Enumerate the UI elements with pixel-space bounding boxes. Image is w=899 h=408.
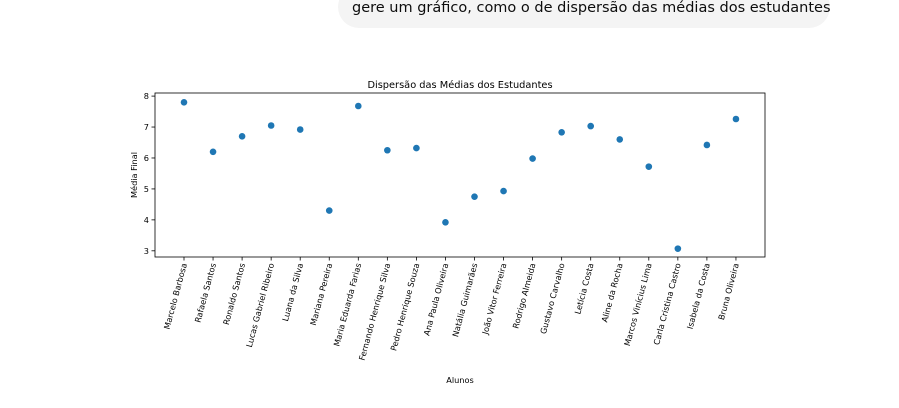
x-tick-label: Rafaela Santos (192, 262, 218, 324)
x-tick-label: Ana Paula Oliveira (421, 262, 450, 337)
data-point (442, 219, 449, 226)
x-tick-label: Luana da Silva (280, 262, 305, 322)
y-tick-label: 8 (144, 91, 149, 101)
y-tick-label: 7 (144, 122, 149, 132)
x-axis-label: Alunos (446, 375, 474, 385)
data-point (558, 128, 565, 136)
x-tick-label: Carla Cristina Castro (651, 262, 682, 346)
data-point (732, 115, 740, 123)
data-point (500, 187, 507, 195)
y-tick-label: 3 (144, 246, 149, 256)
data-point (384, 146, 391, 154)
data-point (674, 245, 682, 252)
x-tick-label: Marcelo Barbosa (162, 262, 189, 330)
data-point (413, 144, 420, 152)
x-tick-label: Maria Eduarda Farias (331, 262, 363, 348)
user-message-text: gere um gráfico, como o de dispersão das… (352, 0, 831, 16)
y-tick-label: 5 (144, 184, 149, 194)
data-point (325, 207, 333, 214)
x-axis: Marcelo Barbosa Rafaela Santos Ronaldo San… (162, 257, 741, 361)
x-tick-label: Bruna Oliveira (716, 262, 741, 321)
data-point (529, 155, 536, 162)
data-point (180, 98, 188, 106)
y-axis: 3 4 5 6 7 8 (144, 91, 155, 256)
x-tick-label: Gustavo Carvalho (538, 262, 567, 335)
x-tick-label: Fernando Henrique Silva (357, 262, 393, 362)
y-tick-label: 4 (144, 215, 149, 225)
data-point (703, 141, 711, 149)
plot-frame (154, 92, 766, 258)
data-point (471, 193, 478, 200)
x-tick-label: Lucas Gabriel Ribeiro (244, 262, 276, 348)
user-message-bubble: gere um gráfico, como o de dispersão das… (338, 0, 831, 28)
data-point (587, 122, 594, 130)
data-point (209, 148, 217, 156)
x-tick-label: João Vitor Ferreira (480, 262, 509, 336)
x-tick-label: Marcos Vinícius Lima (622, 262, 654, 347)
x-tick-label: Aline da Rocha (599, 262, 624, 323)
data-points (180, 98, 740, 252)
x-tick-label: Pedro Henrique Souza (388, 262, 421, 352)
x-tick-label: Ronaldo Santos (221, 262, 247, 326)
x-tick-label: Isabela da Costa (685, 262, 712, 330)
chart-title: Dispersão das Médias dos Estudantes (367, 79, 552, 91)
data-point (267, 122, 275, 129)
data-point (616, 136, 624, 143)
x-tick-label: Letícia Costa (572, 262, 595, 315)
x-tick-label: Rodrigo Almeida (510, 262, 537, 330)
data-point (355, 102, 362, 110)
y-tick-label: 6 (144, 153, 149, 163)
data-point (645, 163, 653, 170)
data-point (296, 126, 304, 133)
data-point (238, 133, 246, 140)
x-tick-label: Mariana Pereira (308, 262, 334, 327)
x-tick-label: Natália Guimarães (450, 262, 479, 338)
y-axis-label: Média Final (129, 152, 139, 198)
